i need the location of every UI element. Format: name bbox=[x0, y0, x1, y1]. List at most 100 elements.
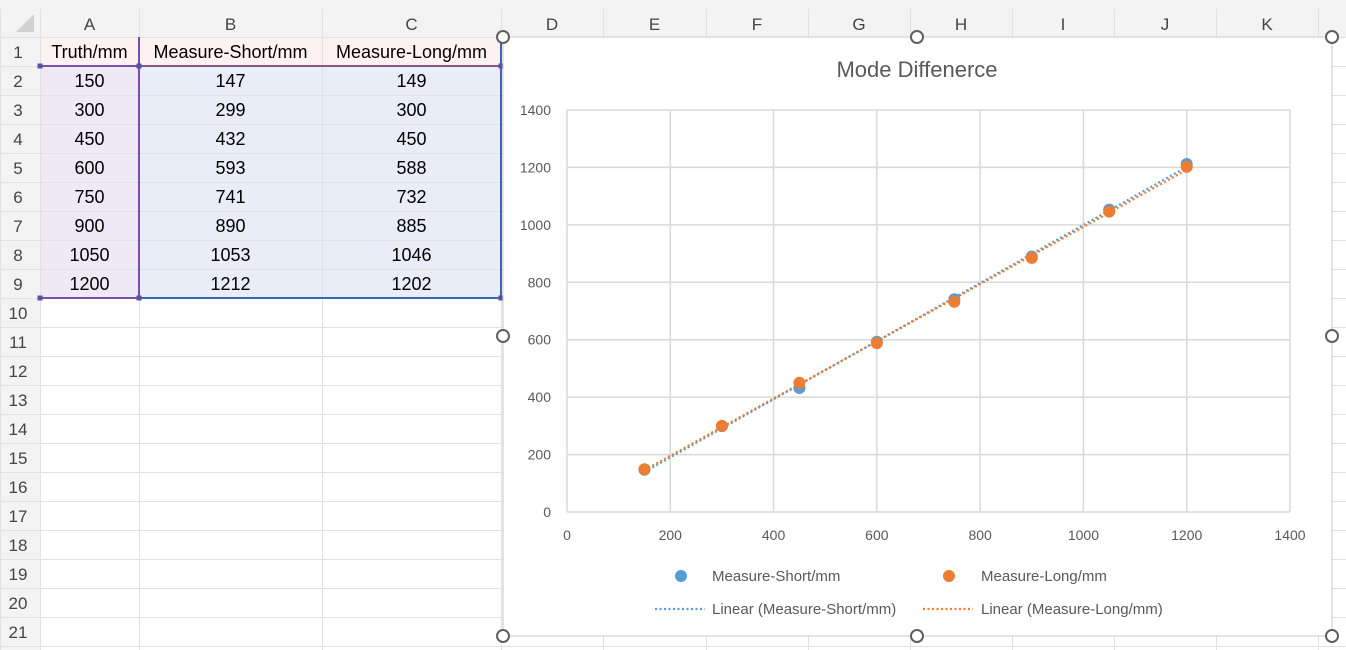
header-cell-2[interactable]: Measure-Short/mm bbox=[153, 42, 307, 62]
data-point[interactable] bbox=[715, 419, 728, 432]
table-cell[interactable]: 450 bbox=[396, 129, 426, 149]
table-cell[interactable]: 1050 bbox=[69, 245, 109, 265]
column-header-a[interactable]: A bbox=[84, 15, 96, 34]
row-header-11[interactable]: 11 bbox=[9, 333, 27, 352]
row-header-6[interactable]: 6 bbox=[13, 188, 22, 207]
x-tick-label: 1000 bbox=[1068, 527, 1099, 543]
resize-handle[interactable] bbox=[1325, 30, 1339, 44]
header-cell-1[interactable]: Truth/mm bbox=[51, 42, 127, 62]
data-point[interactable] bbox=[948, 295, 961, 308]
x-tick-label: 1200 bbox=[1171, 527, 1202, 543]
table-cell[interactable]: 1200 bbox=[69, 274, 109, 294]
row-header-17[interactable]: 17 bbox=[9, 507, 28, 526]
data-point[interactable] bbox=[638, 463, 651, 476]
row-header-21[interactable]: 21 bbox=[9, 623, 28, 642]
x-tick-label: 200 bbox=[659, 527, 683, 543]
row-header-4[interactable]: 4 bbox=[13, 130, 22, 149]
table-cell[interactable]: 450 bbox=[74, 129, 104, 149]
range-handle[interactable] bbox=[498, 63, 504, 69]
row-header-8[interactable]: 8 bbox=[13, 246, 22, 265]
resize-handle[interactable] bbox=[496, 629, 510, 643]
row-header-16[interactable]: 16 bbox=[9, 478, 28, 497]
table-cell[interactable]: 900 bbox=[74, 216, 104, 236]
resize-handle[interactable] bbox=[496, 329, 510, 343]
row-header-5[interactable]: 5 bbox=[13, 159, 22, 178]
row-header-12[interactable]: 12 bbox=[9, 362, 28, 381]
y-tick-label: 400 bbox=[528, 389, 552, 405]
trendline[interactable] bbox=[643, 165, 1188, 473]
header-cell-3[interactable]: Measure-Long/mm bbox=[336, 42, 487, 62]
y-tick-label: 200 bbox=[528, 447, 552, 463]
table-cell[interactable]: 300 bbox=[396, 100, 426, 120]
select-all-icon[interactable] bbox=[16, 14, 34, 32]
chart-title: Mode Diffenerce bbox=[836, 57, 997, 82]
resize-handle[interactable] bbox=[1325, 329, 1339, 343]
table-cell[interactable]: 300 bbox=[74, 100, 104, 120]
range-handle[interactable] bbox=[37, 63, 43, 69]
row-header-20[interactable]: 20 bbox=[9, 594, 28, 613]
row-header-10[interactable]: 10 bbox=[9, 304, 28, 323]
table-cell[interactable]: 885 bbox=[396, 216, 426, 236]
row-header-3[interactable]: 3 bbox=[13, 101, 22, 120]
column-header-h[interactable]: H bbox=[955, 15, 967, 34]
data-point[interactable] bbox=[793, 376, 806, 389]
row-header-19[interactable]: 19 bbox=[9, 565, 28, 584]
row-header-13[interactable]: 13 bbox=[9, 391, 28, 410]
x-tick-label: 400 bbox=[762, 527, 786, 543]
range-handle[interactable] bbox=[498, 295, 504, 301]
data-point[interactable] bbox=[1180, 160, 1193, 173]
table-cell[interactable]: 741 bbox=[215, 187, 245, 207]
legend-label: Linear (Measure-Short/mm) bbox=[712, 601, 896, 618]
x-tick-label: 1400 bbox=[1274, 527, 1305, 543]
table-cell[interactable]: 588 bbox=[396, 158, 426, 178]
row-header-1[interactable]: 1 bbox=[13, 43, 22, 62]
range-handle[interactable] bbox=[136, 295, 142, 301]
row-header-14[interactable]: 14 bbox=[9, 420, 28, 439]
table-cell[interactable]: 593 bbox=[215, 158, 245, 178]
data-point[interactable] bbox=[1103, 205, 1116, 218]
table-cell[interactable]: 1053 bbox=[210, 245, 250, 265]
row-header-7[interactable]: 7 bbox=[13, 217, 22, 236]
legend-label: Measure-Long/mm bbox=[981, 568, 1107, 585]
data-point[interactable] bbox=[1025, 251, 1038, 264]
column-header-k[interactable]: K bbox=[1261, 15, 1273, 34]
column-header-g[interactable]: G bbox=[852, 15, 865, 34]
resize-handle[interactable] bbox=[910, 30, 924, 44]
table-cell[interactable]: 890 bbox=[215, 216, 245, 236]
table-cell[interactable]: 600 bbox=[74, 158, 104, 178]
column-header-f[interactable]: F bbox=[752, 15, 762, 34]
range-handle[interactable] bbox=[37, 295, 43, 301]
data-point[interactable] bbox=[870, 337, 883, 350]
table-cell[interactable]: 150 bbox=[74, 71, 104, 91]
table-cell[interactable]: 149 bbox=[396, 71, 426, 91]
column-header-i[interactable]: I bbox=[1061, 15, 1066, 34]
row-header-15[interactable]: 15 bbox=[9, 449, 28, 468]
table-cell[interactable]: 299 bbox=[215, 100, 245, 120]
column-header-b[interactable]: B bbox=[225, 15, 236, 34]
x-tick-label: 0 bbox=[563, 527, 571, 543]
table-cell[interactable]: 732 bbox=[396, 187, 426, 207]
table-cell[interactable]: 750 bbox=[74, 187, 104, 207]
y-tick-label: 0 bbox=[543, 504, 551, 520]
resize-handle[interactable] bbox=[1325, 629, 1339, 643]
x-tick-label: 600 bbox=[865, 527, 889, 543]
chart-area[interactable] bbox=[502, 36, 1333, 637]
column-header-j[interactable]: J bbox=[1161, 15, 1170, 34]
column-header-d[interactable]: D bbox=[546, 15, 558, 34]
table-cell[interactable]: 1046 bbox=[391, 245, 431, 265]
table-cell[interactable]: 147 bbox=[215, 71, 245, 91]
resize-handle[interactable] bbox=[496, 30, 510, 44]
resize-handle[interactable] bbox=[910, 629, 924, 643]
row-header-18[interactable]: 18 bbox=[9, 536, 28, 555]
column-header-c[interactable]: C bbox=[405, 15, 417, 34]
table-cell[interactable]: 432 bbox=[215, 129, 245, 149]
column-header-e[interactable]: E bbox=[649, 15, 660, 34]
row-header-2[interactable]: 2 bbox=[13, 72, 22, 91]
column-header-bar bbox=[0, 9, 1346, 37]
range-handle[interactable] bbox=[136, 63, 142, 69]
row-header-9[interactable]: 9 bbox=[13, 275, 22, 294]
table-cell[interactable]: 1202 bbox=[391, 274, 431, 294]
table-cell[interactable]: 1212 bbox=[210, 274, 250, 294]
